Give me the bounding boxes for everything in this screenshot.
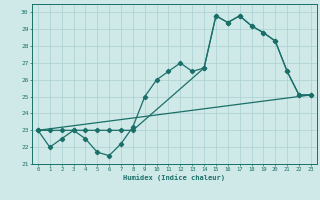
- X-axis label: Humidex (Indice chaleur): Humidex (Indice chaleur): [124, 174, 225, 181]
